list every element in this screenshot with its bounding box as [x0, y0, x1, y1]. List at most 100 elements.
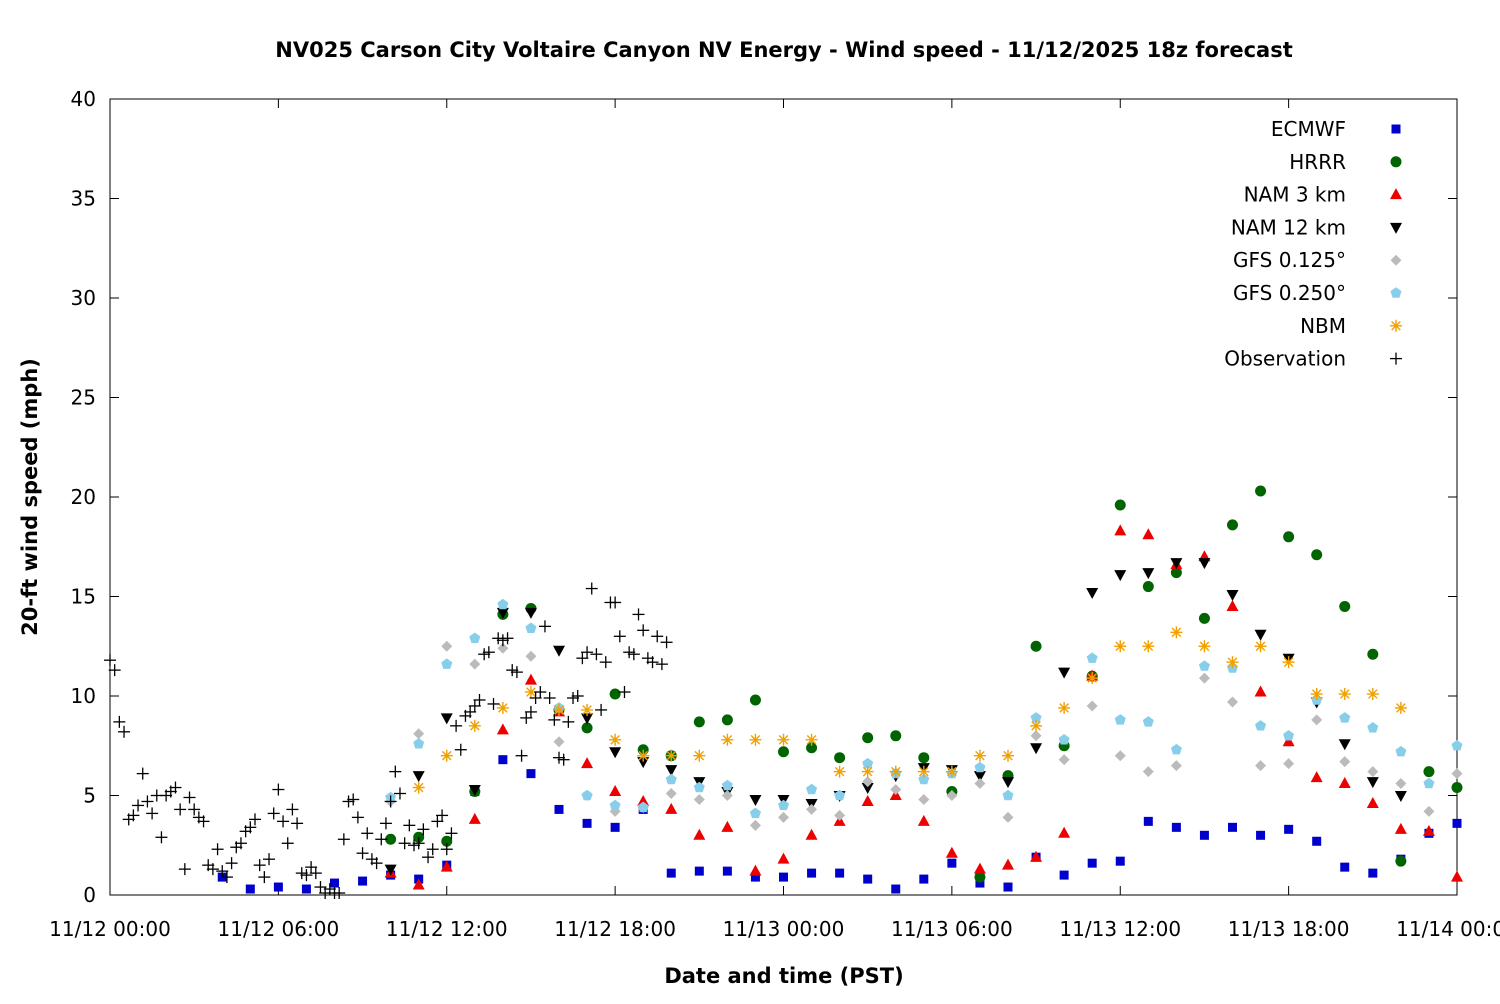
data-point	[722, 866, 732, 876]
data-point	[1114, 640, 1127, 653]
data-point	[862, 776, 874, 788]
data-point	[1030, 640, 1042, 652]
data-point	[585, 582, 598, 595]
data-point	[1086, 700, 1098, 712]
data-point	[351, 811, 364, 824]
data-point	[291, 817, 304, 830]
data-point	[861, 794, 874, 806]
data-point	[1226, 656, 1239, 669]
data-point	[749, 694, 761, 706]
data-point	[482, 646, 495, 659]
legend: ECMWF HRRR NAM 3 km NAM 12 km GFS 0.125° GFS …	[1224, 117, 1402, 371]
y-tick-label: 35	[71, 187, 96, 211]
data-point	[309, 867, 322, 880]
data-point	[1114, 499, 1126, 511]
x-tick-label: 11/14 00:00	[1396, 917, 1500, 941]
data-point	[468, 699, 481, 712]
data-point	[1143, 816, 1153, 826]
data-point	[693, 749, 706, 762]
data-point	[609, 733, 622, 746]
data-point	[263, 853, 276, 866]
data-point	[1086, 588, 1099, 600]
data-point	[1114, 714, 1126, 725]
data-point	[623, 646, 636, 659]
legend-marker	[1390, 254, 1402, 266]
data-point	[721, 790, 733, 801]
data-point	[155, 831, 168, 844]
data-point	[253, 859, 266, 872]
data-point	[1452, 818, 1462, 828]
data-point	[1198, 612, 1210, 624]
data-point	[1002, 749, 1014, 762]
data-point	[1254, 640, 1267, 653]
data-point	[1394, 822, 1407, 834]
data-point	[581, 713, 594, 725]
data-point	[975, 878, 985, 888]
x-tick-label: 11/12 12:00	[386, 917, 508, 941]
data-point	[525, 650, 537, 662]
data-point	[524, 673, 537, 685]
data-point	[1254, 629, 1267, 641]
data-point	[1227, 519, 1238, 531]
data-point	[389, 765, 402, 778]
data-point	[314, 881, 327, 894]
data-point	[1339, 756, 1351, 768]
data-point	[1255, 760, 1267, 772]
data-point	[281, 837, 294, 850]
data-point	[1339, 600, 1351, 612]
data-point	[188, 803, 201, 816]
data-point	[1142, 640, 1155, 653]
data-point	[613, 630, 626, 643]
data-point	[567, 691, 580, 704]
data-point	[197, 815, 210, 828]
data-point	[1171, 822, 1181, 832]
data-point	[576, 652, 589, 665]
data-point	[104, 654, 116, 667]
data-point	[431, 815, 444, 828]
data-point	[553, 703, 565, 716]
data-point	[861, 783, 874, 795]
data-point	[609, 596, 622, 609]
data-point	[1114, 570, 1127, 582]
data-point	[835, 868, 845, 878]
data-point	[665, 749, 678, 762]
data-point	[398, 837, 411, 850]
data-point	[330, 878, 339, 888]
data-point	[413, 728, 425, 740]
legend-label: NAM 12 km	[1231, 215, 1346, 239]
data-point	[609, 799, 621, 811]
data-point	[610, 822, 620, 832]
data-point	[973, 862, 986, 874]
data-point	[694, 866, 704, 876]
data-point	[1255, 720, 1267, 731]
data-point	[136, 767, 149, 780]
data-point	[441, 658, 453, 669]
data-point	[216, 865, 229, 878]
data-point	[581, 703, 594, 716]
data-point	[277, 815, 290, 828]
data-point	[245, 884, 255, 894]
data-point	[1002, 777, 1014, 789]
data-point	[412, 837, 425, 850]
data-point	[665, 765, 678, 777]
data-point	[553, 736, 565, 748]
data-point	[384, 795, 397, 808]
data-point	[487, 697, 500, 710]
data-point	[1394, 791, 1407, 802]
data-point	[777, 852, 790, 864]
data-point	[417, 823, 430, 836]
data-point	[529, 691, 542, 704]
data-point	[1282, 656, 1295, 669]
x-tick-label: 11/12 06:00	[218, 917, 340, 941]
data-point	[206, 863, 219, 876]
data-point	[1368, 868, 1378, 878]
data-point	[834, 752, 846, 764]
data-point	[1198, 640, 1211, 653]
data-point	[862, 757, 874, 769]
data-point	[525, 622, 537, 633]
data-point	[1422, 824, 1435, 836]
x-axis: 11/12 00:00 11/12 06:00 11/12 12:00 11/12 1…	[49, 99, 1500, 941]
y-tick-label: 0	[83, 883, 96, 907]
